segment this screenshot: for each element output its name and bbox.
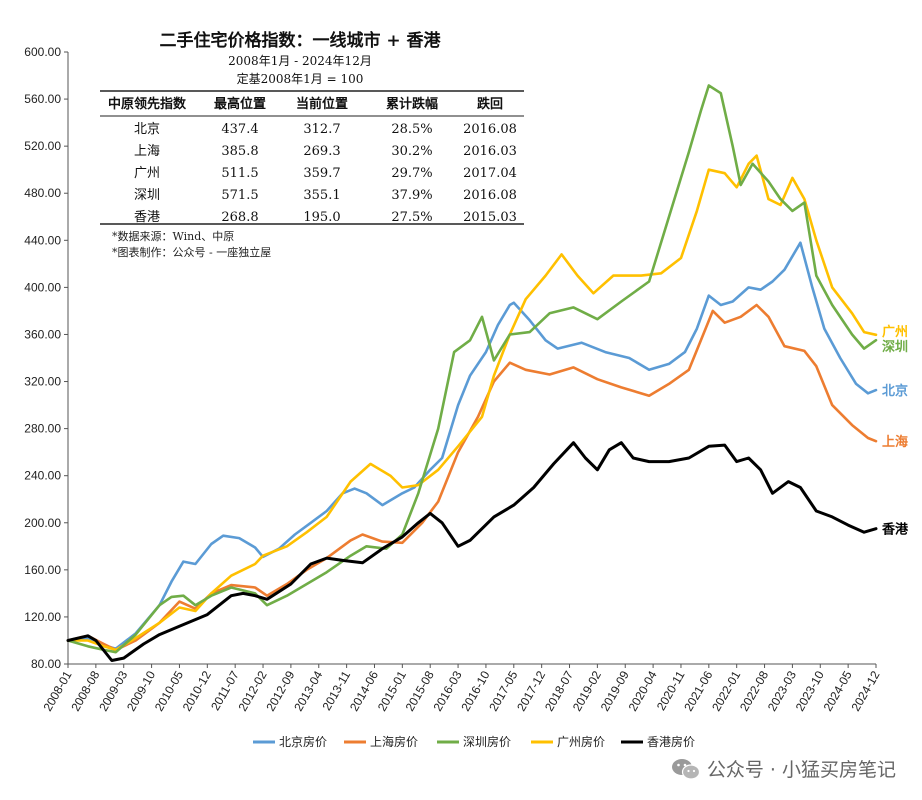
y-tick-label: 560.00: [24, 92, 61, 106]
y-tick-label: 280.00: [24, 422, 61, 436]
y-tick-label: 400.00: [24, 280, 61, 294]
table-cell: 28.5%: [391, 122, 432, 137]
table-header: 最高位置: [214, 96, 266, 112]
series-end-label: 深圳: [882, 339, 908, 355]
table-header: 中原领先指数: [108, 96, 187, 112]
table-note: *图表制作：公众号 - 一座独立屋: [112, 245, 271, 259]
table-cell: 29.7%: [391, 166, 432, 181]
legend-label: 上海房价: [370, 734, 418, 749]
watermark: 公众号 · 小猛买房笔记: [671, 755, 896, 782]
y-tick-label: 360.00: [24, 327, 61, 341]
series-end-label: 香港: [881, 522, 909, 538]
series-line: [66, 303, 878, 652]
y-tick-label: 200.00: [24, 516, 61, 530]
y-tick-label: 440.00: [24, 233, 61, 247]
table-cell: 2016.08: [463, 188, 517, 203]
table-cell: 268.8: [221, 210, 258, 225]
table-cell: 269.3: [303, 144, 340, 159]
table-cell: 37.9%: [391, 188, 432, 203]
series-end-label: 北京: [882, 383, 908, 399]
table-cell: 355.1: [303, 188, 340, 203]
table-cell: 195.0: [303, 210, 340, 225]
table-cell: 437.4: [221, 122, 258, 137]
table-header: 当前位置: [296, 96, 348, 112]
table-cell: 359.7: [303, 166, 340, 181]
y-tick-label: 160.00: [24, 563, 61, 577]
y-tick-label: 520.00: [24, 139, 61, 153]
table-cell: 2016.03: [463, 144, 517, 159]
wechat-icon: [671, 758, 700, 780]
table-cell: 2016.08: [463, 122, 517, 137]
table-cell: 北京: [134, 122, 160, 137]
table-header: 累计跌幅: [386, 96, 438, 112]
table-cell: 385.8: [221, 144, 258, 159]
series-end-label: 上海: [882, 434, 908, 450]
legend-label: 北京房价: [279, 734, 327, 749]
legend: 北京房价 上海房价 深圳房价 广州房价 香港房价: [253, 734, 695, 749]
legend-label: 香港房价: [647, 734, 695, 749]
y-tick-label: 600.00: [24, 45, 61, 59]
table-cell: 511.5: [221, 166, 258, 181]
table-cell: 广州: [134, 166, 160, 181]
watermark-text: 公众号 · 小猛买房笔记: [706, 759, 896, 781]
table-cell: 2017.04: [463, 166, 517, 181]
chart-title: 二手住宅价格指数：一线城市 + 香港: [159, 30, 441, 51]
chart-subtitle: 定基2008年1月 = 100: [237, 71, 364, 86]
y-tick-label: 120.00: [24, 610, 61, 624]
series-line: [66, 441, 878, 662]
table-cell: 上海: [134, 144, 160, 159]
table-cell: 571.5: [221, 188, 258, 203]
table-cell: 312.7: [303, 122, 340, 137]
chart-subtitle: 2008年1月 - 2024年12月: [228, 54, 372, 68]
table-cell: 27.5%: [391, 210, 432, 225]
y-tick-label: 480.00: [24, 186, 61, 200]
table-cell: 深圳: [134, 188, 160, 203]
y-tick-label: 80.00: [31, 657, 61, 671]
series-line: [66, 241, 878, 650]
table-cell: 30.2%: [391, 144, 432, 159]
series-line: [66, 84, 878, 654]
table-cell: 2015.03: [463, 210, 517, 225]
table-note: *数据来源：Wind、中原: [112, 229, 234, 243]
y-tick-label: 240.00: [24, 469, 61, 483]
table-header: 跌回: [477, 96, 503, 112]
legend-label: 深圳房价: [463, 734, 511, 749]
series-end-label: 广州: [882, 324, 908, 340]
y-tick-label: 320.00: [24, 375, 61, 389]
table-cell: 香港: [134, 210, 160, 225]
legend-label: 广州房价: [557, 734, 605, 749]
